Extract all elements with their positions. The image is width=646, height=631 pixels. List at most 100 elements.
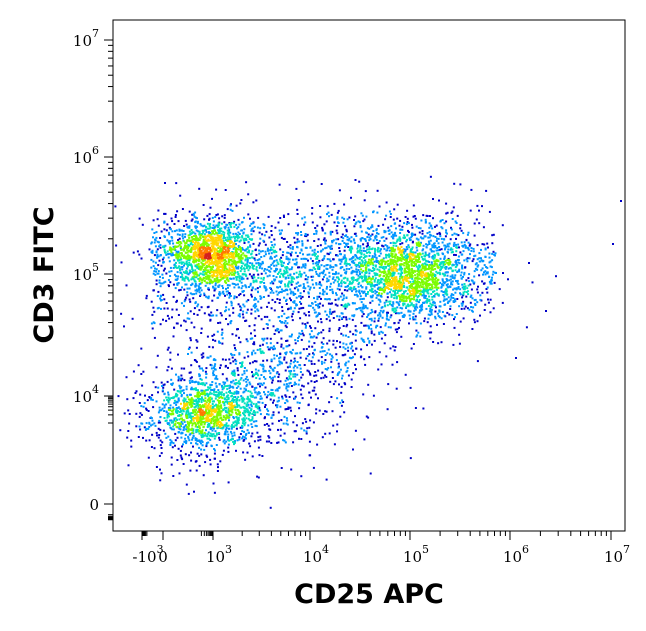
- event-dot: [297, 276, 300, 278]
- event-dot: [288, 268, 291, 271]
- event-dot: [397, 290, 400, 292]
- event-dot: [288, 377, 291, 380]
- event-dot: [139, 428, 142, 431]
- event-dot: [187, 279, 190, 282]
- event-dot: [399, 273, 402, 276]
- event-dot: [375, 324, 378, 327]
- event-dot: [243, 305, 246, 308]
- event-dot: [260, 397, 263, 400]
- event-dot: [345, 262, 348, 265]
- event-dot: [252, 411, 255, 414]
- event-dot: [233, 372, 236, 375]
- event-dot: [446, 245, 449, 248]
- event-dot: [212, 407, 215, 410]
- event-dot: [232, 399, 235, 401]
- event-dot: [259, 297, 262, 300]
- event-dot: [453, 232, 456, 235]
- event-dot: [201, 367, 203, 370]
- event-dot: [300, 475, 303, 478]
- event-dot: [332, 383, 335, 386]
- event-dot: [268, 236, 271, 239]
- event-dot: [295, 296, 298, 299]
- event-dot: [314, 268, 317, 271]
- event-dot: [484, 303, 487, 306]
- event-dot: [301, 217, 304, 220]
- event-dot: [237, 303, 240, 306]
- event-dot: [259, 227, 262, 230]
- event-dot: [257, 405, 260, 408]
- event-dot: [491, 252, 494, 255]
- event-dot: [338, 250, 341, 253]
- event-dot: [249, 337, 252, 340]
- event-dot: [298, 407, 301, 410]
- event-dot: [235, 278, 238, 281]
- event-dot: [192, 435, 195, 438]
- event-dot: [392, 302, 395, 305]
- event-dot: [209, 355, 212, 358]
- event-dot: [476, 288, 479, 291]
- event-dot: [200, 378, 203, 381]
- event-dot: [182, 389, 185, 392]
- event-dot: [160, 447, 163, 449]
- event-dot: [316, 255, 319, 258]
- event-dot: [193, 490, 195, 493]
- event-dot: [234, 347, 236, 350]
- event-dot: [369, 289, 371, 292]
- event-dot: [186, 291, 189, 294]
- event-dot: [360, 301, 363, 304]
- event-dot: [266, 413, 268, 416]
- event-dot: [352, 287, 355, 290]
- event-dot: [171, 230, 174, 233]
- event-dot: [225, 287, 227, 290]
- event-dot: [343, 249, 346, 252]
- event-dot: [157, 255, 160, 258]
- event-dot: [437, 253, 440, 256]
- event-dot: [371, 310, 374, 313]
- event-dot: [324, 432, 327, 435]
- event-dot: [296, 339, 299, 342]
- event-dot: [411, 251, 414, 254]
- event-dot: [276, 400, 279, 403]
- event-dot: [360, 237, 363, 240]
- event-dot: [480, 248, 482, 251]
- event-dot: [258, 382, 261, 385]
- event-dot: [213, 457, 216, 460]
- event-dot: [299, 292, 302, 295]
- event-dot: [280, 361, 283, 364]
- event-dot: [342, 401, 345, 403]
- event-dot: [324, 410, 327, 413]
- event-dot: [175, 279, 178, 281]
- event-dot: [292, 361, 295, 364]
- event-dot: [317, 266, 320, 269]
- event-dot: [432, 300, 435, 303]
- event-dot: [357, 244, 360, 247]
- event-dot: [259, 435, 262, 438]
- event-dot: [439, 220, 442, 223]
- event-dot: [394, 222, 397, 225]
- event-dot: [351, 345, 354, 348]
- event-dot: [299, 333, 302, 336]
- event-dot: [273, 354, 276, 357]
- event-dot: [177, 242, 180, 244]
- event-dot: [389, 347, 392, 350]
- event-dot: [165, 272, 168, 275]
- event-dot: [439, 300, 442, 303]
- event-dot: [192, 445, 194, 448]
- event-dot: [283, 289, 286, 292]
- event-dot: [433, 253, 436, 256]
- event-dot: [266, 248, 269, 251]
- event-dot: [156, 256, 159, 259]
- event-dot: [357, 245, 360, 248]
- event-dot: [487, 298, 489, 301]
- event-dot: [441, 278, 444, 281]
- event-dot: [467, 293, 470, 296]
- event-dot: [277, 271, 280, 274]
- event-dot: [154, 267, 156, 270]
- event-dot: [389, 316, 392, 319]
- event-dot: [339, 262, 342, 265]
- event-dot: [388, 229, 391, 232]
- event-dot: [287, 274, 290, 277]
- event-dot: [344, 256, 346, 259]
- event-dot: [406, 234, 409, 237]
- event-dot: [168, 270, 171, 273]
